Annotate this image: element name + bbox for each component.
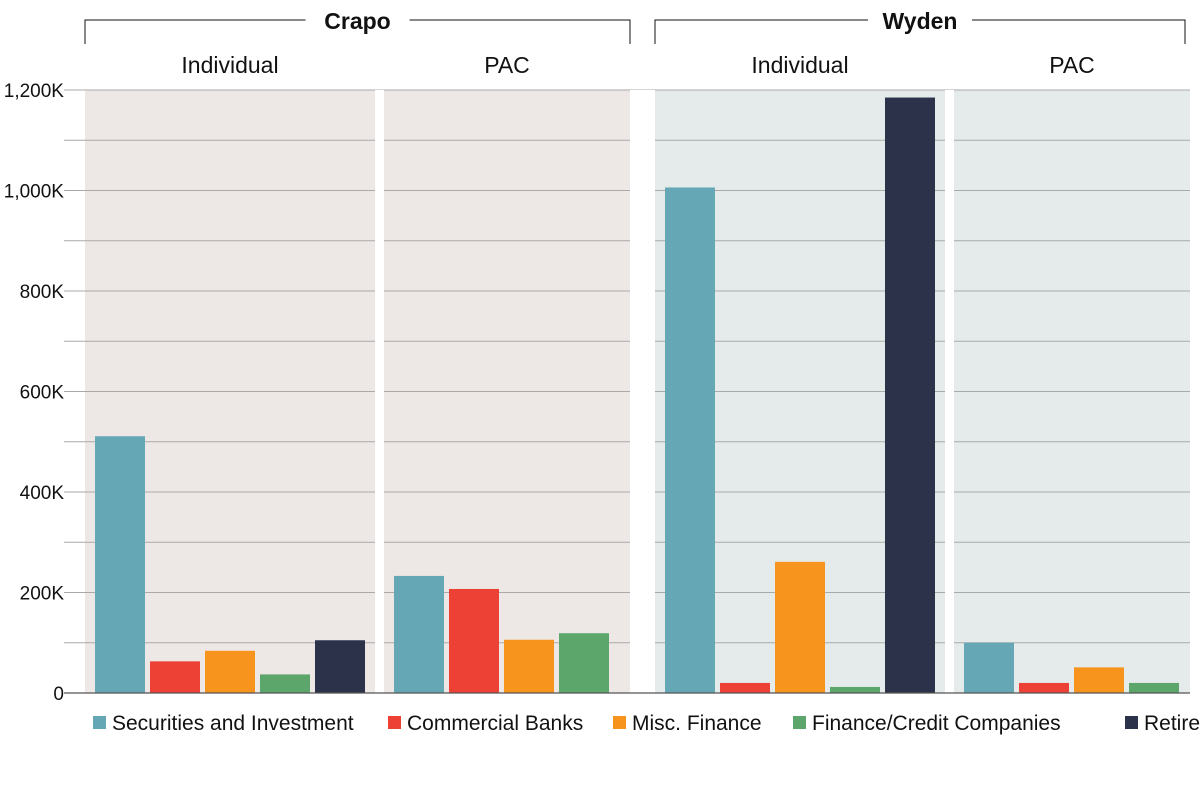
legend-label: Misc. Finance <box>632 712 762 735</box>
panel-gap <box>375 90 384 693</box>
bar-crapo-individual-retired <box>315 640 365 693</box>
group-bracket-right-crapo <box>409 19 631 44</box>
group-label-wyden: Wyden <box>883 8 958 34</box>
legend-item-commercial-banks: Commercial Banks <box>388 712 583 735</box>
bar-wyden-pac-commercial-banks <box>1019 682 1069 693</box>
legend-item-finance-credit-companies: Finance/Credit Companies <box>793 712 1061 735</box>
group-label-crapo: Crapo <box>324 8 390 34</box>
y-tick-label: 0 <box>53 684 64 705</box>
y-tick-label: 600K <box>20 383 65 404</box>
bar-wyden-individual-securities-and-investment <box>665 187 715 694</box>
bar-crapo-individual-finance-credit-companies <box>260 674 310 693</box>
bar-crapo-pac-misc-finance <box>504 639 554 693</box>
bars <box>95 97 1179 694</box>
y-tick-label: 400K <box>20 483 65 504</box>
y-tick-label: 1,200K <box>4 81 65 102</box>
group-bracket-left-crapo <box>84 19 306 44</box>
legend-item-misc-finance: Misc. Finance <box>613 712 762 735</box>
bar-wyden-individual-retired <box>885 97 935 694</box>
bar-crapo-pac-finance-credit-companies <box>559 633 609 693</box>
panel-label-wyden-individual: Individual <box>751 52 848 78</box>
y-tick-label: 1,000K <box>4 182 65 203</box>
y-axis: 0 200K 400K 600K 800K 1,000K 1,200K <box>4 81 1190 705</box>
bar-wyden-individual-misc-finance <box>775 561 825 693</box>
bar-wyden-individual-finance-credit-companies <box>830 686 880 693</box>
bar-crapo-individual-misc-finance <box>205 650 255 693</box>
legend-swatch <box>93 716 106 729</box>
legend-label: Finance/Credit Companies <box>812 712 1061 735</box>
legend: Securities and Investment Commercial Bank… <box>93 712 1200 735</box>
legend-label: Commercial Banks <box>407 712 583 735</box>
bar-wyden-pac-misc-finance <box>1074 667 1124 693</box>
bar-crapo-individual-securities-and-investment <box>95 436 145 693</box>
panel-label-wyden-pac: PAC <box>1049 52 1095 78</box>
legend-item-securities-and-investment: Securities and Investment <box>93 712 354 735</box>
group-bracket-right-wyden <box>972 19 1186 44</box>
legend-swatch <box>613 716 626 729</box>
legend-label: Securities and Investment <box>112 712 354 735</box>
panel-label-crapo-pac: PAC <box>484 52 530 78</box>
panel-gap <box>945 90 954 693</box>
y-tick-label: 200K <box>20 584 65 605</box>
facet-headers: Crapo Individual PAC Wyden Individual PAC <box>84 8 1186 78</box>
bar-crapo-pac-securities-and-investment <box>394 575 444 693</box>
bar-wyden-pac-finance-credit-companies <box>1129 682 1179 693</box>
legend-label: Retired <box>1144 712 1200 735</box>
bar-wyden-individual-commercial-banks <box>720 682 770 693</box>
bar-crapo-pac-commercial-banks <box>449 588 499 693</box>
group-bracket-left-wyden <box>654 19 868 44</box>
legend-swatch <box>388 716 401 729</box>
group-gap <box>630 90 655 693</box>
legend-item-retired: Retired <box>1125 712 1200 735</box>
legend-swatch <box>1125 716 1138 729</box>
legend-swatch <box>793 716 806 729</box>
bar-wyden-pac-securities-and-investment <box>964 642 1014 693</box>
y-tick-label: 800K <box>20 282 65 303</box>
bar-crapo-individual-commercial-banks <box>150 661 200 693</box>
panel-label-crapo-individual: Individual <box>181 52 278 78</box>
